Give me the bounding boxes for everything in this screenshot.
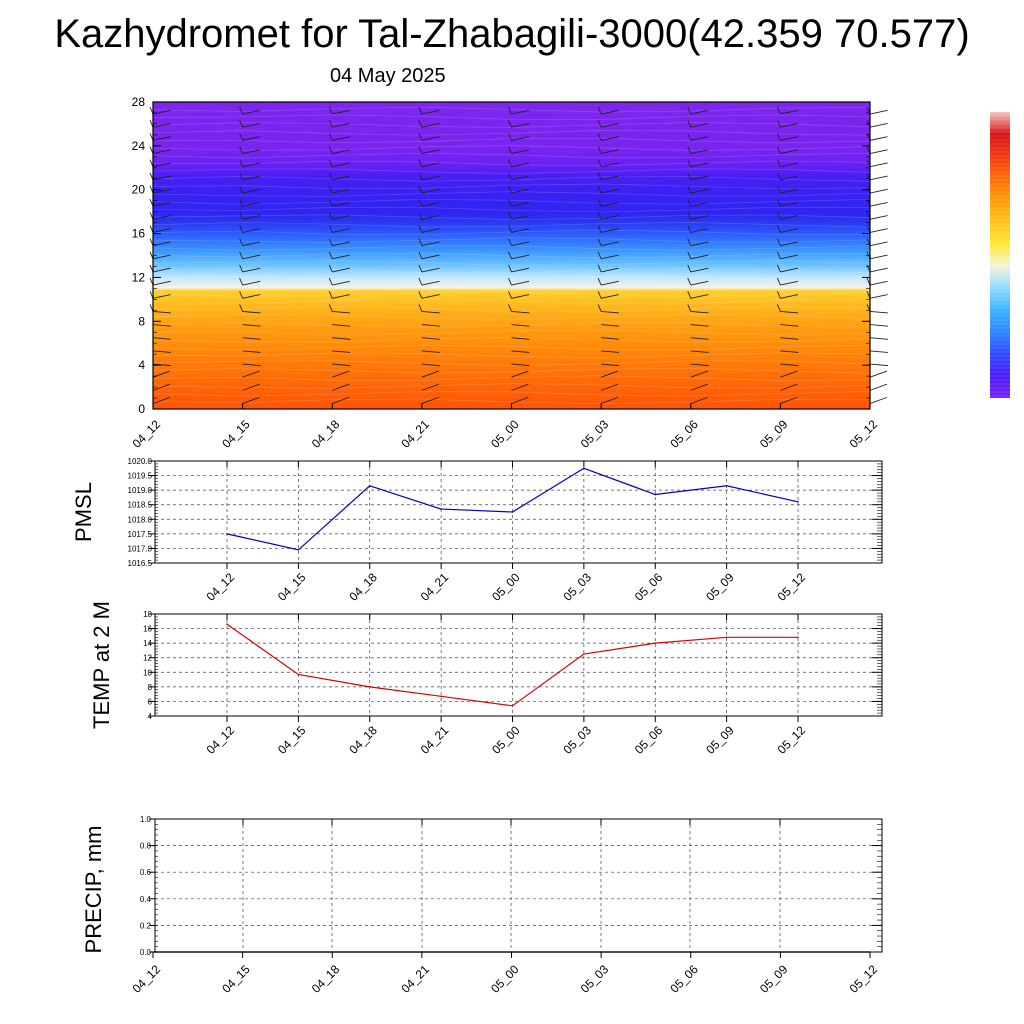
data-point	[654, 642, 657, 644]
y-tick-label: 4	[148, 712, 153, 721]
data-point	[797, 501, 799, 503]
y-tick-label: 16	[143, 625, 152, 634]
y-tick-label: 12	[143, 654, 152, 663]
plot-frame	[154, 818, 883, 953]
y-tick-label: 0	[138, 402, 145, 416]
data-point	[440, 695, 442, 698]
data-point	[511, 511, 514, 513]
plot-frame	[154, 613, 883, 717]
y-tick-label: 4	[138, 358, 145, 372]
y-tick-label: 1019.5	[128, 472, 153, 481]
data-point	[725, 484, 728, 487]
y-tick-label: 1018.0	[128, 515, 153, 524]
y-tick-label: 0.0	[140, 948, 152, 957]
y-tick-label: 14	[143, 639, 152, 648]
data-point	[226, 533, 228, 535]
data-point	[511, 705, 514, 707]
y-tick-label: 18	[143, 610, 152, 619]
y-tick-label: 10	[143, 668, 152, 677]
y-tick-label: 0.6	[140, 868, 152, 877]
y-tick-label: 1017.0	[128, 544, 153, 553]
y-tick-label: 1019.0	[128, 486, 153, 495]
pmsl-panel: 1016.5 1017.0 1017.5 1018.0 1018.5 1019.0 1019…	[71, 457, 883, 604]
data-point	[797, 636, 799, 639]
x-tick-label: 05_09	[757, 962, 791, 996]
data-point	[654, 493, 657, 496]
x-tick-label: 05_12	[847, 962, 881, 996]
x-tick-label: 04_18	[309, 962, 343, 996]
plot-frame	[154, 460, 883, 564]
chart-title: Kazhydromet for Tal-Zhabagili-3000(42.35…	[54, 12, 970, 56]
date-label: 04 May 2025	[330, 65, 446, 87]
data-point	[725, 636, 728, 639]
data-point	[226, 623, 228, 625]
y-axis-label: PMSL	[71, 482, 96, 542]
y-tick-label: 24	[132, 139, 146, 153]
data-point	[583, 653, 585, 655]
x-tick-label: 05_00	[488, 962, 522, 996]
data-point	[368, 484, 371, 487]
y-tick-label: 0.4	[140, 895, 152, 904]
y-tick-label: 0.2	[140, 921, 152, 930]
x-tick-label: 05_06	[667, 962, 701, 996]
y-tick-label: 16	[132, 227, 146, 241]
y-tick-label: 1018.5	[128, 501, 153, 510]
data-point	[297, 673, 300, 676]
x-tick-label: 04_12	[130, 962, 164, 996]
x-tick-label: 04_21	[398, 962, 432, 996]
y-tick-label: 28	[132, 95, 146, 109]
y-tick-label: 1016.5	[128, 559, 153, 568]
y-tick-label: 1020.0	[128, 457, 153, 466]
data-point	[440, 508, 442, 510]
colorbar-fill	[990, 112, 1010, 398]
x-tick-label: 04_15	[219, 962, 253, 996]
y-axis-label: PRECIP, mm	[81, 826, 106, 954]
data-point	[583, 467, 585, 470]
y-tick-label: 8	[138, 314, 145, 328]
data-point	[297, 549, 300, 551]
y-tick-label: 12	[132, 270, 146, 284]
y-tick-label: 1.0	[140, 815, 152, 824]
y-tick-label: 1017.5	[128, 530, 153, 539]
colorbar	[990, 111, 1010, 398]
y-tick-label: 20	[132, 183, 146, 197]
y-tick-label: 8	[148, 683, 153, 692]
y-tick-label: 6	[148, 697, 153, 706]
x-tick-label: 05_03	[578, 962, 612, 996]
y-axis-label: TEMP at 2 M	[89, 601, 114, 729]
y-tick-label: 0.8	[140, 842, 152, 851]
data-point	[368, 686, 371, 688]
